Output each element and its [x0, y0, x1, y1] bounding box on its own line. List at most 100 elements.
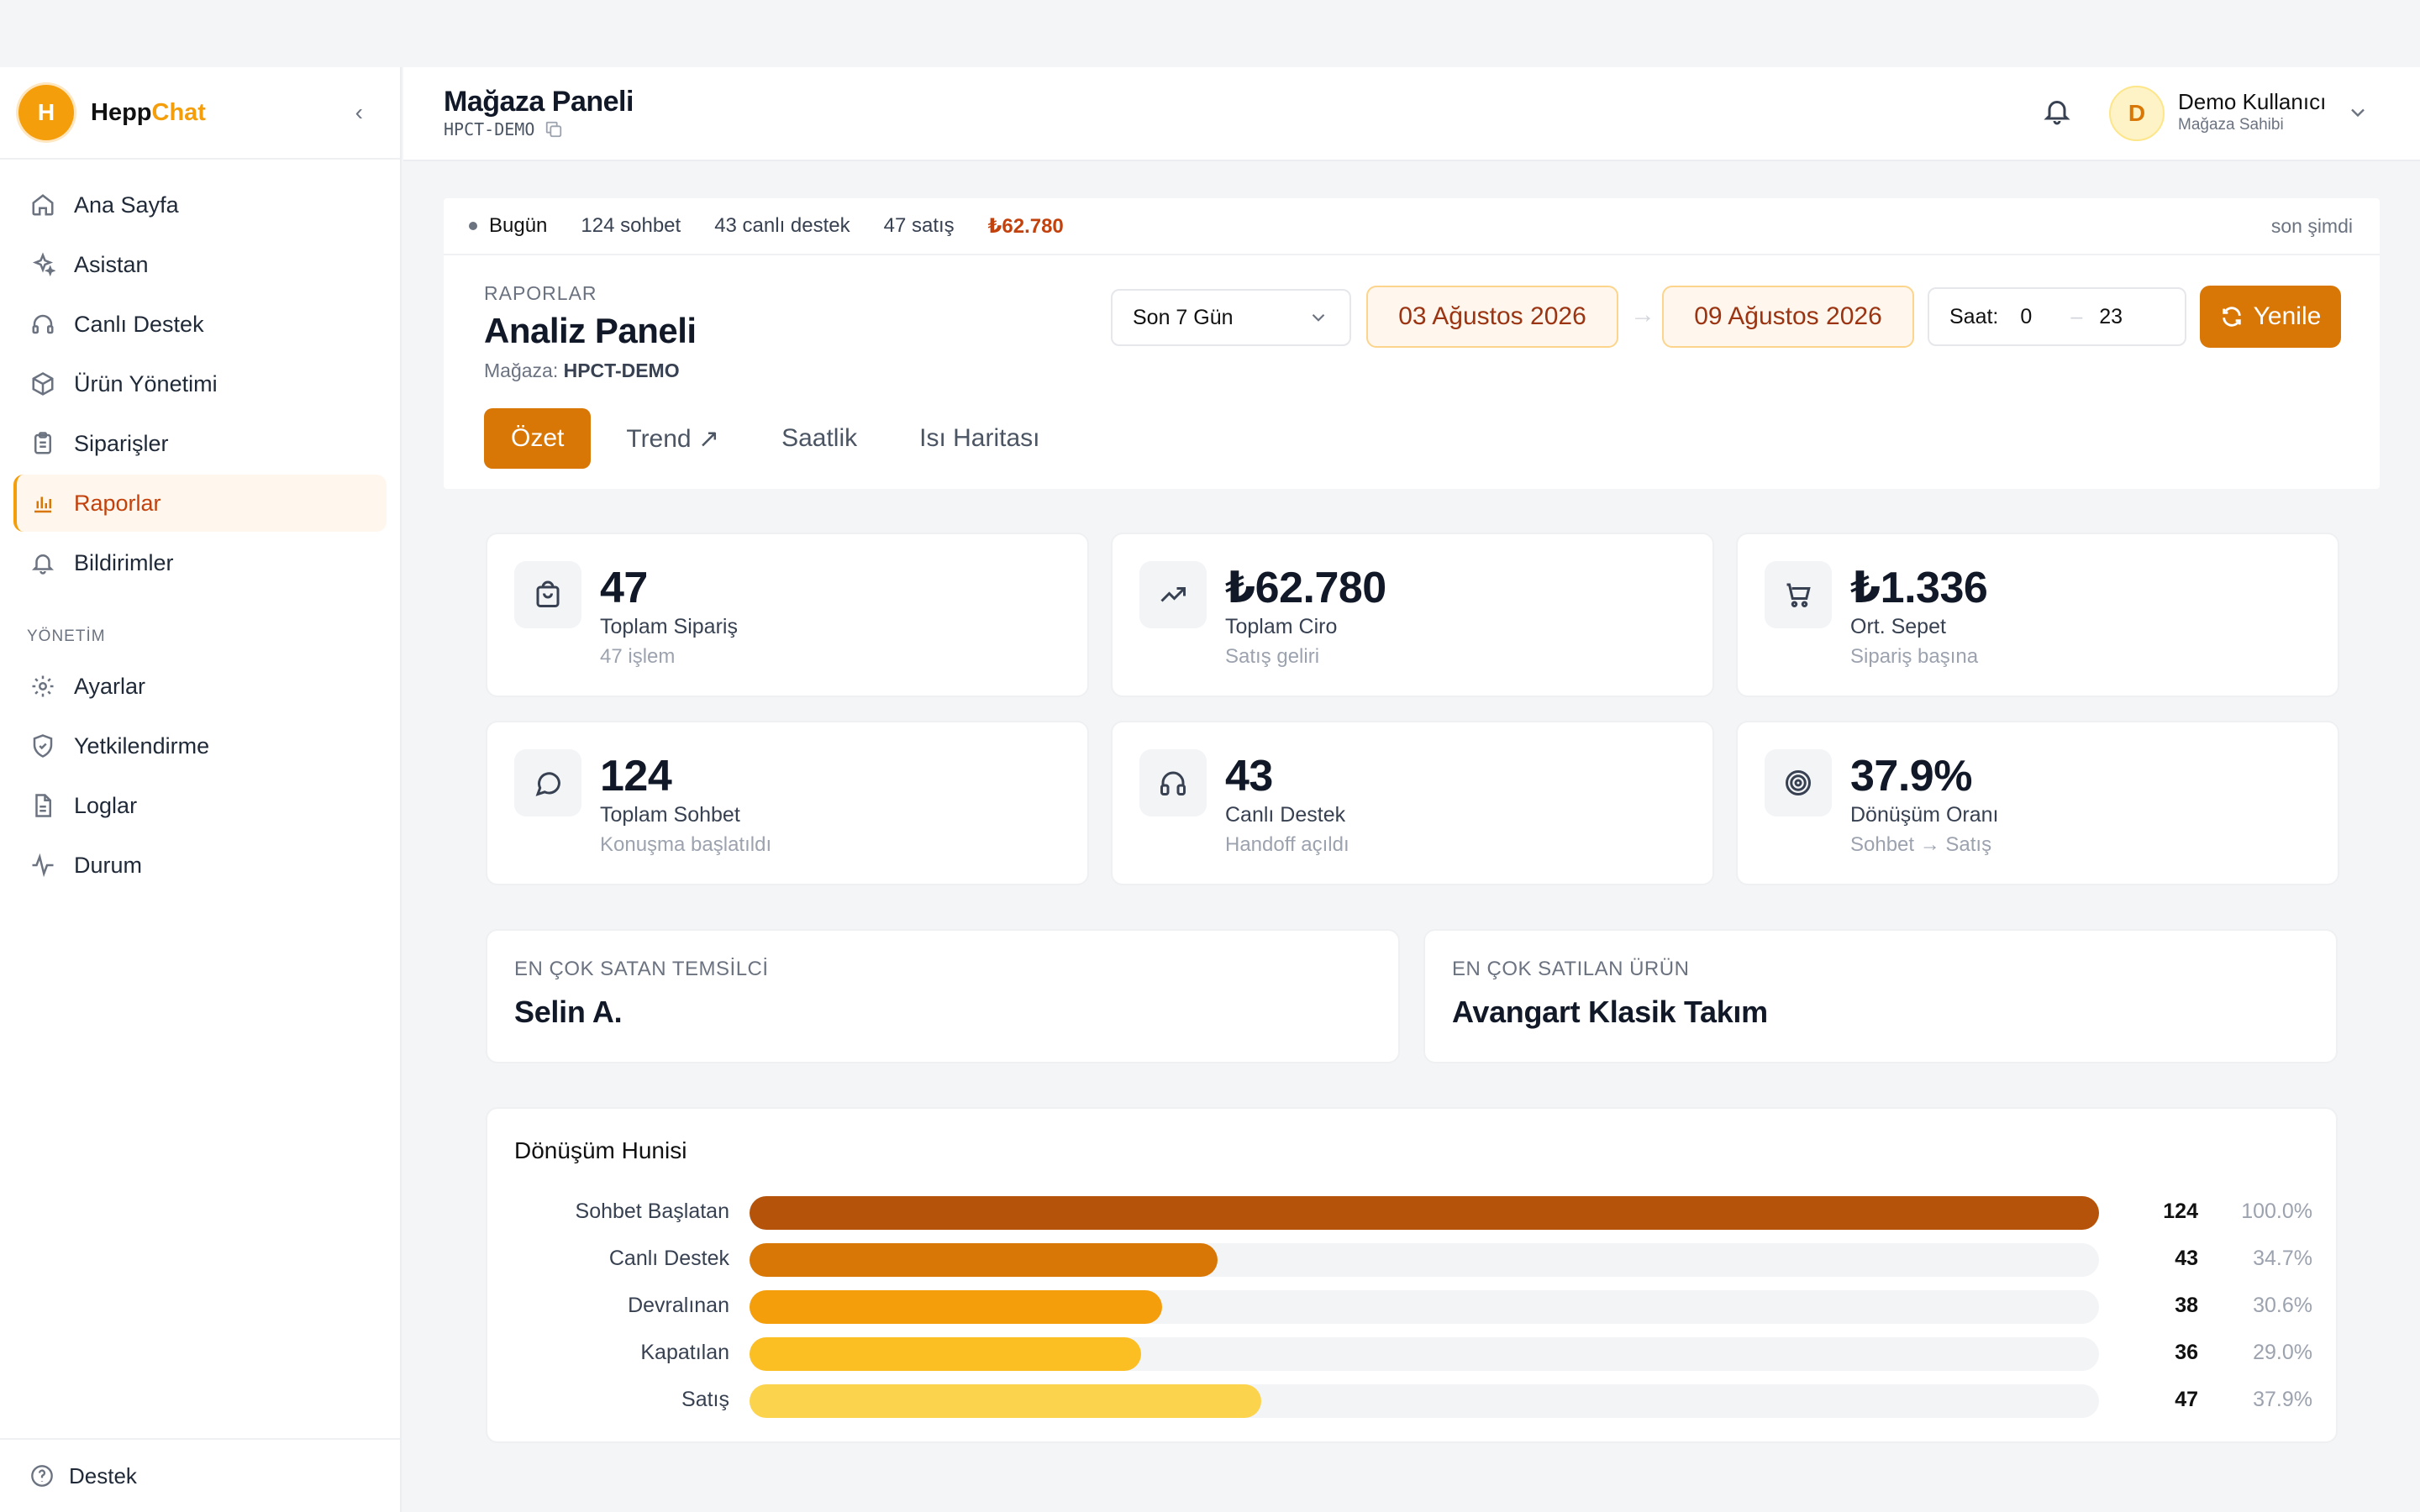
refresh-button[interactable]: Yenile	[2200, 286, 2341, 348]
sidebar-item-label: Siparişler	[74, 430, 169, 456]
sidebar-item-label: Loglar	[74, 792, 138, 818]
collapse-sidebar-icon[interactable]: ‹	[355, 99, 363, 125]
brand-logo[interactable]: H	[18, 85, 74, 140]
sidebar-item-products[interactable]: Ürün Yönetimi	[13, 355, 387, 412]
conversion-funnel: Dönüşüm Hunisi Sohbet Başlatan 124 100.0…	[486, 1107, 2338, 1443]
shield-icon	[33, 734, 53, 758]
funnel-row-percent: 30.6%	[2253, 1294, 2312, 1317]
hour-label: Saat:	[1949, 304, 1999, 328]
tab-summary[interactable]: Özet	[484, 408, 592, 469]
sidebar-item-reports[interactable]: Raporlar	[13, 475, 387, 532]
brand-name: HeppChat	[91, 99, 206, 127]
kpi-sub: Sohbet → Satış	[1850, 833, 1992, 856]
kpi-card-conversion: 37.9% Dönüşüm Oranı Sohbet → Satış	[1736, 721, 2339, 885]
kpi-icon-box	[514, 749, 581, 816]
report-title: Analiz Paneli	[484, 311, 697, 350]
chevron-down-icon	[2351, 108, 2365, 118]
cart-icon	[1786, 583, 1811, 607]
today-label: Bugün	[489, 214, 548, 237]
kpi-value: 124	[600, 752, 672, 801]
sidebar-item-notifications[interactable]: Bildirimler	[13, 534, 387, 591]
report-eyebrow: RAPORLAR	[484, 282, 597, 304]
arrow-right-icon: →	[1630, 301, 1655, 328]
date-range-select[interactable]: Son 7 Gün	[1111, 289, 1351, 346]
notifications-button[interactable]	[2042, 96, 2075, 129]
kpi-sub: Sipariş başına	[1850, 645, 1979, 668]
tab-hourly[interactable]: Saatlik	[781, 424, 858, 452]
kpi-sub: 47 işlem	[600, 645, 676, 668]
kpi-icon-box	[1139, 561, 1207, 628]
tab-heatmap[interactable]: Isı Haritası	[919, 424, 1040, 452]
funnel-row-percent: 100.0%	[2241, 1200, 2312, 1223]
report-store-code: HPCT-DEMO	[563, 360, 680, 381]
sidebar-item-label: Ürün Yönetimi	[74, 370, 218, 396]
activity-icon	[32, 853, 54, 878]
kpi-label: Toplam Sohbet	[600, 803, 740, 827]
funnel-row-label: Satış	[681, 1388, 729, 1411]
kpi-label: Toplam Sipariş	[600, 615, 738, 638]
box-icon	[32, 372, 54, 396]
today-revenue: ₺62.780	[987, 214, 1064, 238]
sidebar-item-live-support[interactable]: Canlı Destek	[13, 296, 387, 353]
kpi-label: Ort. Sepet	[1850, 615, 1946, 638]
hour-to-input[interactable]: 23	[2099, 304, 2123, 328]
kpi-label: Canlı Destek	[1225, 803, 1346, 827]
today-chats: 124 sohbet	[581, 214, 681, 237]
top-rep-caption: EN ÇOK SATAN TEMSİLCİ	[514, 958, 769, 980]
kpi-card-revenue: ₺62.780 Toplam Ciro Satış geliri	[1111, 533, 1714, 697]
sidebar-item-label: Yetkilendirme	[74, 732, 210, 759]
avatar[interactable]: D	[2109, 86, 2165, 141]
kpi-value: ₺1.336	[1850, 564, 1988, 612]
kpi-value: ₺62.780	[1225, 564, 1386, 612]
kpi-icon-box	[1139, 749, 1207, 816]
funnel-row-percent: 34.7%	[2253, 1247, 2312, 1270]
copy-icon[interactable]	[544, 120, 563, 139]
funnel-row: Devralınan 38 30.6%	[487, 1289, 2339, 1326]
user-menu-toggle[interactable]	[2346, 101, 2370, 129]
funnel-row: Canlı Destek 43 34.7%	[487, 1242, 2339, 1278]
sidebar-item-home[interactable]: Ana Sayfa	[13, 176, 387, 234]
sidebar-item-orders[interactable]: Siparişler	[13, 415, 387, 472]
kpi-label: Toplam Ciro	[1225, 615, 1338, 638]
end-date-input[interactable]: 09 Ağustos 2026	[1662, 286, 1914, 348]
start-date-input[interactable]: 03 Ağustos 2026	[1366, 286, 1618, 348]
sidebar-item-label: Ayarlar	[74, 673, 146, 699]
funnel-bar	[750, 1290, 1163, 1324]
brand-name-part2: Chat	[151, 98, 206, 126]
kpi-card-chats: 124 Toplam Sohbet Konuşma başlatıldı	[486, 721, 1089, 885]
help-circle-icon	[31, 1465, 53, 1487]
top-rep-card: EN ÇOK SATAN TEMSİLCİ Selin A.	[486, 929, 1400, 1063]
funnel-row: Satış 47 37.9%	[487, 1383, 2339, 1420]
sidebar-support-link[interactable]: Destek	[0, 1438, 400, 1512]
sidebar-item-assistant[interactable]: Asistan	[13, 236, 387, 293]
funnel-row-label: Canlı Destek	[608, 1247, 729, 1270]
kpi-value: 37.9%	[1850, 752, 1972, 801]
sidebar-item-label: Durum	[74, 852, 143, 878]
funnel-row: Kapatılan 36 29.0%	[487, 1336, 2339, 1373]
funnel-row-count: 36	[2175, 1341, 2198, 1364]
kpi-value: 43	[1225, 752, 1273, 801]
bell-icon	[2044, 101, 2070, 125]
report-tabs: Özet Trend ↗ Saatlik Isı Haritası	[484, 408, 1076, 469]
kpi-card-live-support: 43 Canlı Destek Handoff açıldı	[1111, 721, 1714, 885]
funnel-row-label: Sohbet Başlatan	[575, 1200, 729, 1223]
hour-from-input[interactable]: 0	[2020, 304, 2033, 328]
gear-icon	[32, 675, 54, 697]
sidebar-item-label: Raporlar	[74, 490, 161, 516]
page-title: Mağaza Paneli	[444, 86, 634, 118]
kpi-card-avg-basket: ₺1.336 Ort. Sepet Sipariş başına	[1736, 533, 2339, 697]
user-name[interactable]: Demo Kullanıcı	[2178, 89, 2327, 114]
funnel-bar	[750, 1384, 1261, 1418]
sidebar-item-status[interactable]: Durum	[13, 837, 387, 894]
sidebar-item-permissions[interactable]: Yetkilendirme	[13, 717, 387, 774]
today-sales: 47 satış	[883, 214, 955, 237]
top-header: Mağaza Paneli HPCT-DEMO D Demo Kullanıcı…	[403, 67, 2420, 161]
tab-trend[interactable]: Trend ↗	[626, 424, 720, 453]
sidebar-item-settings[interactable]: Ayarlar	[13, 658, 387, 715]
headphones-icon	[1160, 771, 1186, 795]
sidebar: H HeppChat ‹ Ana Sayfa Asistan Canlı Des…	[0, 67, 402, 1512]
sidebar-item-label: Asistan	[74, 251, 149, 277]
user-role: Mağaza Sahibi	[2178, 116, 2284, 134]
hour-range: Saat: 0 – 23	[1928, 287, 2186, 346]
sidebar-item-logs[interactable]: Loglar	[13, 777, 387, 834]
